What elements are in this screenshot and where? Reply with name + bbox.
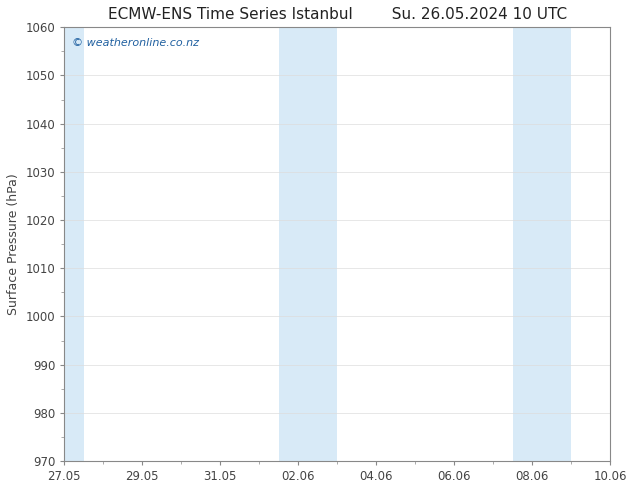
Bar [279,27,318,461]
Y-axis label: Surface Pressure (hPa): Surface Pressure (hPa) [7,173,20,315]
Bar [58,27,84,461]
Bar [552,27,571,461]
Text: © weatheronline.co.nz: © weatheronline.co.nz [72,38,200,48]
Title: ECMW-ENS Time Series Istanbul        Su. 26.05.2024 10 UTC: ECMW-ENS Time Series Istanbul Su. 26.05.… [108,7,567,22]
Bar [513,27,552,461]
Bar [318,27,337,461]
